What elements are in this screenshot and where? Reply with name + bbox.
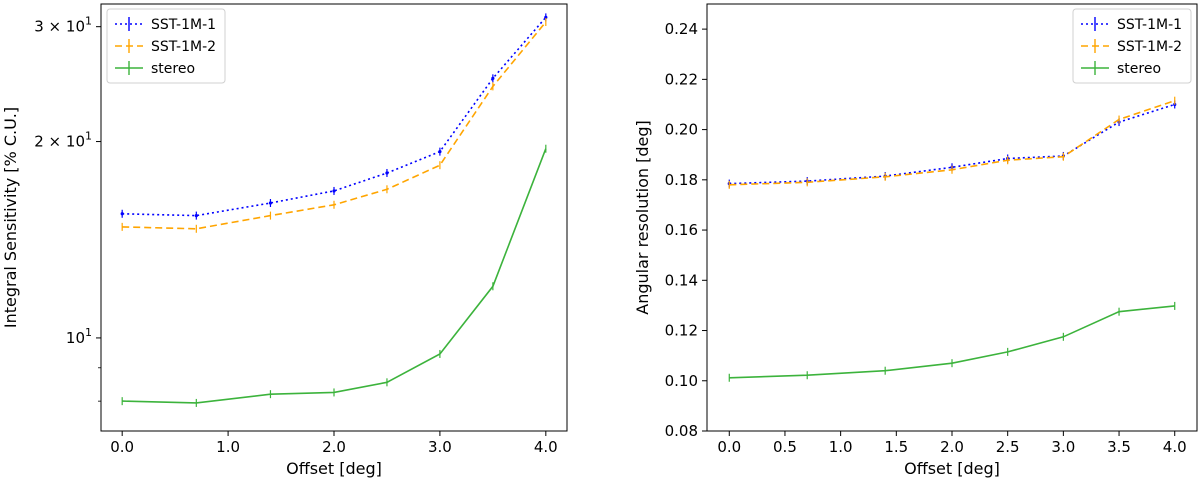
x-tick-label: 0.5 — [773, 438, 797, 456]
legend-label: stereo — [151, 61, 195, 77]
series-line — [729, 305, 1175, 379]
legend-label: stereo — [1117, 61, 1161, 77]
data-point — [438, 150, 442, 154]
x-tick-label: 3.0 — [1051, 438, 1075, 456]
y-tick-label: 0.14 — [665, 271, 698, 289]
y-tick-label: 0.22 — [665, 70, 698, 88]
legend-box — [106, 8, 226, 84]
y-axis-label: Integral Sensitivity [% C.U.] — [1, 107, 20, 328]
x-tick-label: 2.0 — [940, 438, 964, 456]
x-tick-label: 1.0 — [829, 438, 853, 456]
series-line — [122, 16, 547, 217]
y-tick-label: 0.24 — [665, 20, 698, 38]
data-point — [120, 212, 124, 216]
data-point — [491, 76, 495, 80]
data-point — [332, 189, 336, 193]
y-axis-label: Angular resolution [deg] — [633, 120, 652, 314]
y-tick-label: 3 × 101 — [34, 15, 92, 36]
y-tick-label: 2 × 101 — [34, 130, 92, 151]
legend-label: SST-1M-1 — [1117, 17, 1182, 33]
y-tick-label: 0.08 — [665, 422, 698, 440]
x-tick-label: 4.0 — [1163, 438, 1187, 456]
x-tick-label: 4.0 — [534, 438, 558, 456]
series-sst-1m-1 — [120, 13, 548, 220]
x-axis-label: Offset [deg] — [286, 459, 382, 478]
y-tick-label: 0.18 — [665, 171, 698, 189]
y-tick-label: 0.16 — [665, 221, 698, 239]
legend-label: SST-1M-2 — [151, 39, 216, 55]
series-sst-1m-2 — [121, 17, 547, 233]
x-tick-label: 0.0 — [110, 438, 134, 456]
legend-box — [1072, 8, 1192, 84]
legend: SST-1M-1 SST-1M-2 stereo — [106, 8, 226, 84]
x-tick-label: 2.0 — [322, 438, 346, 456]
legend-label: SST-1M-2 — [1117, 39, 1182, 55]
legend: SST-1M-1 SST-1M-2 stereo — [1072, 8, 1192, 84]
series-line — [729, 103, 1175, 185]
series-sst-1m-2 — [728, 96, 1176, 189]
y-tick-label: 0.10 — [665, 372, 698, 390]
chart-panel-2: 0.0 0.5 1.0 1.5 2.0 2.5 3.0 3.5 4.0 0.08 0.10 0.12 0… — [633, 3, 1198, 478]
data-point — [544, 15, 548, 19]
series-stereo — [121, 144, 547, 407]
series-line — [729, 99, 1175, 186]
x-tick-label: 3.0 — [428, 438, 452, 456]
x-tick-label: 0.0 — [717, 438, 741, 456]
series-line — [122, 148, 547, 404]
x-tick-label: 2.5 — [996, 438, 1020, 456]
data-point — [194, 213, 198, 218]
data-point — [385, 171, 389, 175]
x-tick-label: 1.5 — [884, 438, 908, 456]
series-stereo — [728, 301, 1176, 382]
series-sst-1m-1 — [727, 100, 1177, 188]
legend-label: SST-1M-1 — [151, 17, 216, 33]
x-tick-label: 1.0 — [216, 438, 240, 456]
y-tick-label: 0.12 — [665, 322, 698, 340]
x-tick-label: 3.5 — [1107, 438, 1131, 456]
data-point — [268, 201, 273, 205]
y-tick-label: 101 — [66, 326, 92, 347]
chart-panel-1: 0.0 1.0 2.0 3.0 4.0 101 2 × 101 3 × 101 Offset [… — [1, 3, 568, 478]
x-axis-label: Offset [deg] — [904, 459, 1000, 478]
y-tick-label: 0.20 — [665, 121, 698, 139]
